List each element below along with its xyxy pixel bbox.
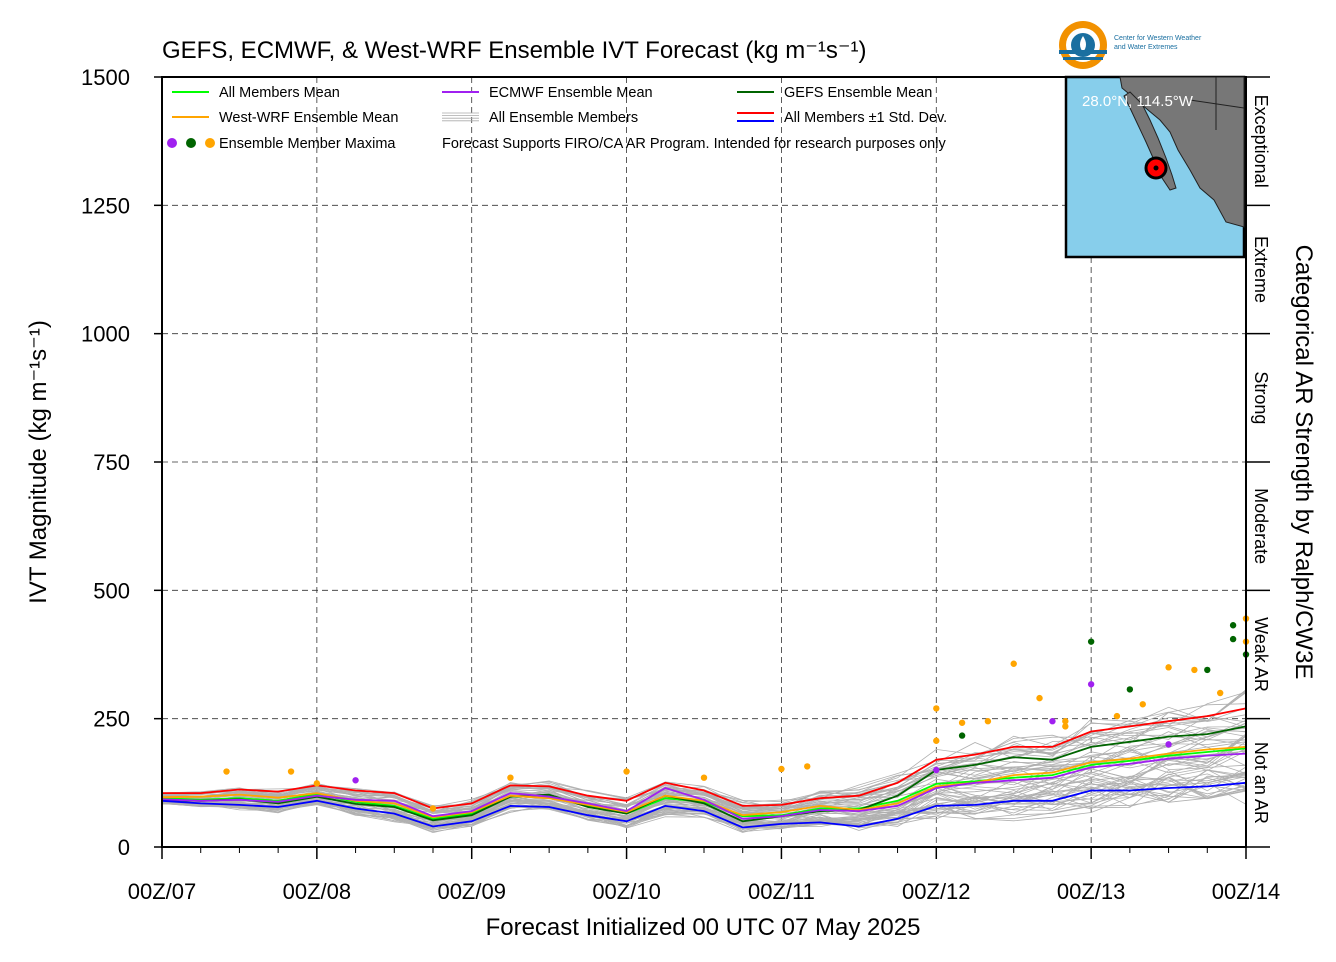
ensemble-member-line [161, 775, 1247, 834]
ensemble-member-line [161, 771, 1247, 824]
ensemble-member-line [161, 784, 1247, 833]
maxima-point [933, 766, 940, 774]
legend-swatch-dot [205, 138, 215, 148]
legend-swatch-dot [167, 138, 177, 148]
x-tick-label: 00Z/08 [283, 879, 352, 904]
grid-lines [162, 77, 1246, 847]
state-border-line [1189, 99, 1245, 109]
cw3e-logo: Center for Western Weather and Water Ext… [1059, 21, 1202, 69]
legend-label: All Ensemble Members [489, 110, 638, 126]
y-axis-label: IVT Magnitude (kg m⁻¹s⁻¹) [25, 320, 52, 604]
y-tick-label: 1250 [81, 193, 130, 218]
y-axis: 0 250 500 750 1000 1250 1500 [81, 65, 162, 860]
legend-label: All Members Mean [219, 85, 340, 101]
maxima-point [933, 705, 940, 712]
maxima-point [1010, 660, 1017, 667]
y-tick-label: 0 [118, 835, 130, 860]
maxima-point [1049, 718, 1056, 725]
maxima-point [1062, 718, 1069, 725]
maxima-point [700, 774, 708, 781]
legend-label: Ensemble Member Maxima [219, 136, 396, 152]
ensemble-member-line [161, 722, 1247, 814]
maxima-point [1204, 666, 1211, 674]
y-tick-label: 750 [93, 450, 130, 475]
logo-text-line-1: Center for Western Weather [1114, 35, 1202, 42]
legend-label: West-WRF Ensemble Mean [219, 110, 398, 126]
legend-swatch-dot [186, 138, 196, 148]
maxima-point [958, 732, 966, 739]
ar-category-label: Not an AR [1251, 742, 1271, 824]
maxima-point [1165, 741, 1172, 748]
x-tick-label: 00Z/07 [128, 879, 197, 904]
y-tick-label: 250 [93, 707, 130, 732]
x-tick-label: 00Z/13 [1057, 879, 1126, 904]
ar-category-label: Strong [1251, 371, 1271, 424]
x-tick-label: 00Z/12 [902, 879, 971, 904]
map-coordinate-label: 28.0°N, 114.5°W [1082, 93, 1194, 110]
maxima-point [958, 719, 966, 726]
maxima-point [933, 737, 940, 744]
series-line-gefs-ensemble-mean [161, 725, 1247, 823]
chart-title: GEFS, ECMWF, & West-WRF Ensemble IVT For… [162, 37, 867, 64]
maxima-point [1191, 666, 1198, 674]
maxima-point [1113, 712, 1121, 720]
logo-text-line-2: and Water Extremes [1114, 44, 1178, 51]
maxima-point [1087, 638, 1095, 645]
series-line-all-members-1-std-dev [162, 707, 1247, 810]
maxima-point [1229, 622, 1237, 629]
ensemble-member-line [161, 723, 1247, 812]
ensemble-member-line [161, 735, 1247, 819]
maxima-point [223, 768, 230, 775]
ar-category-label: Weak AR [1251, 617, 1271, 692]
maxima-point [804, 763, 811, 770]
maxima-point [313, 780, 321, 787]
ar-category-label: Extreme [1251, 236, 1271, 303]
maxima-point [352, 777, 359, 784]
maxima-point [1036, 694, 1043, 702]
x-tick-label: 00Z/14 [1212, 879, 1281, 904]
legend: All Members Mean ECMWF Ensemble Mean GEFS … [167, 85, 947, 152]
legend-label: ECMWF Ensemble Mean [489, 85, 653, 101]
ensemble-members [161, 689, 1247, 834]
series-line-all-members-1-std-dev-lower [161, 781, 1247, 829]
maxima-point [1229, 635, 1237, 643]
research-note: Forecast Supports FIRO/CA AR Program. In… [442, 136, 946, 152]
legend-label: All Members ±1 Std. Dev. [784, 110, 947, 126]
maxima-point [1062, 723, 1069, 730]
maxima-point [429, 805, 437, 812]
legend-label: GEFS Ensemble Mean [784, 85, 932, 101]
maxima-point [1216, 689, 1224, 697]
x-tick-label: 00Z/11 [748, 879, 815, 904]
maxima-point [507, 774, 514, 781]
x-tick-label: 00Z/10 [592, 879, 661, 904]
maxima-point [1087, 681, 1095, 688]
maxima-point [623, 768, 630, 775]
maxima-point [778, 765, 785, 773]
y-tick-label: 1500 [81, 65, 130, 90]
x-axis: 00Z/07 00Z/08 00Z/09 00Z/10 00Z/11 00Z/12 00Z/… [128, 847, 1281, 904]
maxima-point [1126, 686, 1134, 693]
maxima-points [223, 615, 1250, 812]
maxima-point [1139, 701, 1146, 708]
maxima-point [1165, 664, 1172, 671]
ar-category-label: Exceptional [1251, 95, 1271, 188]
location-marker-center [1153, 165, 1159, 171]
y-tick-label: 500 [93, 578, 130, 603]
maxima-point [287, 768, 295, 775]
x-axis-label: Forecast Initialized 00 UTC 07 May 2025 [486, 914, 921, 941]
location-map: 28.0°N, 114.5°W [1064, 75, 1246, 259]
right-axis-label: Categorical AR Strength by Ralph/CW3E [1290, 245, 1317, 680]
y-tick-label: 1000 [81, 322, 130, 347]
series-line-ecmwf-ensemble-mean [161, 752, 1247, 820]
ar-category-label: Moderate [1251, 488, 1271, 564]
series-lines [161, 707, 1247, 829]
maxima-point [984, 718, 992, 725]
ar-category-axis: Not an AR Weak AR Moderate Strong Extreme Exc… [1246, 76, 1271, 848]
x-tick-label: 00Z/09 [437, 879, 506, 904]
